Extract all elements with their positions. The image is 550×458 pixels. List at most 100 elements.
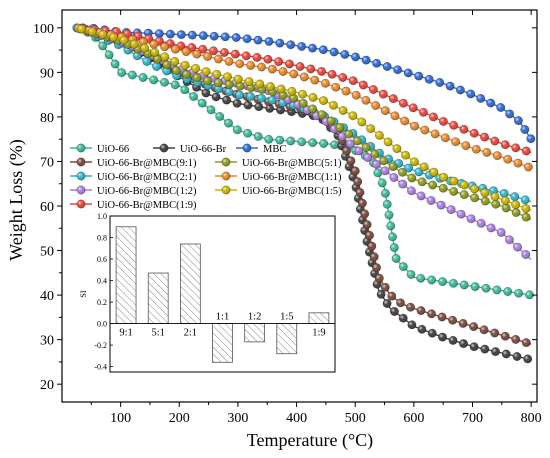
series-point-shine [526, 134, 535, 143]
legend-swatch-shine [76, 143, 86, 153]
series-point-shine [366, 124, 375, 133]
y-tick-label: 30 [40, 334, 54, 349]
series-point-shine [222, 95, 231, 105]
series-point-shine [370, 150, 380, 159]
inset-si-chart: -0.4 -0.2 0.0 0.2 0.4 0.6 0.8 1.0 SI 9:1 5:1 2:1 1:1… [79, 212, 336, 373]
series-point-shine [393, 65, 402, 74]
inset-category-label: 5:1 [152, 328, 165, 339]
series-point-shine [490, 136, 499, 146]
series-point-shine [358, 198, 367, 208]
series-point-shine [429, 167, 439, 177]
series-point-shine [382, 62, 392, 71]
legend-label: UiO-66-Br@MBC(9:1) [97, 158, 197, 169]
series-point-shine [338, 73, 347, 82]
series-point-shine [370, 252, 379, 261]
inset-category-label: 1:2 [248, 312, 261, 323]
series-point-shine [212, 70, 221, 79]
series-point-shine [380, 166, 390, 175]
series-point-shine [441, 133, 450, 142]
series-point-shine [420, 125, 429, 135]
series-point-shine [486, 98, 495, 108]
series-point-shine [177, 30, 186, 39]
series-point-shine [278, 67, 288, 76]
series-point-shine [268, 96, 277, 105]
series-point-shine [330, 140, 339, 149]
series-point-shine [420, 162, 429, 172]
series-point-shine [181, 47, 191, 56]
series-point-shine [522, 338, 531, 347]
series-point-shine [220, 48, 229, 57]
series-point-shine [351, 52, 360, 62]
series-point-shine [410, 157, 419, 166]
series-point-shine [182, 70, 191, 79]
series-point-shine [171, 80, 180, 90]
series-point-shine [480, 132, 489, 142]
legend-swatch-shine [76, 157, 86, 167]
series-point-shine [460, 190, 469, 199]
series-point-shine [361, 55, 371, 65]
series-point-shine [287, 87, 297, 96]
series-point-shine [253, 35, 263, 45]
series-point-shine [299, 99, 308, 108]
series-point-shine [308, 93, 318, 102]
x-tick-label: 200 [169, 411, 190, 426]
series-point-shine [417, 325, 427, 334]
series-point-shine [199, 31, 208, 40]
series-point-shine [265, 104, 274, 113]
series-point-shine [188, 30, 197, 40]
series-point-shine [254, 132, 263, 141]
series-point-shine [180, 60, 190, 70]
series-point-shine [391, 254, 401, 263]
series-point-shine [521, 212, 531, 222]
inset-y-tick-label: 0.6 [97, 255, 107, 264]
series-point-shine [466, 214, 476, 223]
legend-label: UiO-66-Br@MBC(1:9) [97, 200, 197, 211]
y-tick-label: 70 [40, 155, 54, 170]
inset-category-label: 2:1 [184, 328, 197, 339]
series-point-shine [387, 291, 396, 301]
series-point-shine [460, 280, 469, 290]
series-point-shine [214, 54, 223, 64]
legend-swatch-shine [221, 185, 231, 195]
series-point-shine [383, 137, 393, 147]
series-point-shine [398, 179, 407, 189]
series-point-shine [449, 121, 458, 130]
series-point-shine [140, 43, 149, 53]
series-point-shine [500, 189, 509, 198]
series-point-shine [521, 204, 531, 213]
legend-label: UiO-66-Br@MBC(1:2) [97, 186, 197, 197]
legend-label: UiO-66-Br@MBC(5:1) [242, 158, 342, 169]
series-point-shine [98, 30, 108, 39]
series-point-shine [501, 332, 510, 341]
series-point-shine [160, 52, 169, 61]
series-point-shine [372, 160, 381, 169]
legend-label: UiO-66-Br@MBC(1:1) [242, 172, 342, 183]
legend-entry: UiO-66-Br [153, 143, 227, 155]
series-point-shine [390, 243, 399, 252]
series-point-shine [242, 34, 252, 43]
inset-bar [244, 323, 266, 343]
series-point-shine [221, 32, 230, 41]
series-point-shine [523, 354, 532, 364]
series-point-shine [514, 289, 523, 298]
series-point-shine [275, 38, 284, 48]
series-point-shine [286, 40, 295, 49]
series-point-shine [407, 320, 417, 329]
inset-category-label: 9:1 [119, 328, 132, 339]
legend-swatch-shine [221, 171, 231, 181]
inset-bar [276, 323, 298, 355]
legend-swatch-shine [221, 157, 231, 167]
series-point-shine [476, 219, 486, 228]
series-point-shine [435, 78, 444, 87]
series-point-shine [263, 55, 273, 64]
series-point-shine [319, 45, 328, 54]
series-point-shine [372, 59, 381, 68]
series-point-shine [77, 24, 86, 34]
series-point-shine [505, 235, 514, 244]
series-point-shine [449, 176, 459, 186]
series-point-shine [389, 94, 398, 103]
series-point-shine [117, 68, 126, 77]
series-point-shine [327, 70, 337, 79]
series-point-shine [392, 144, 402, 153]
